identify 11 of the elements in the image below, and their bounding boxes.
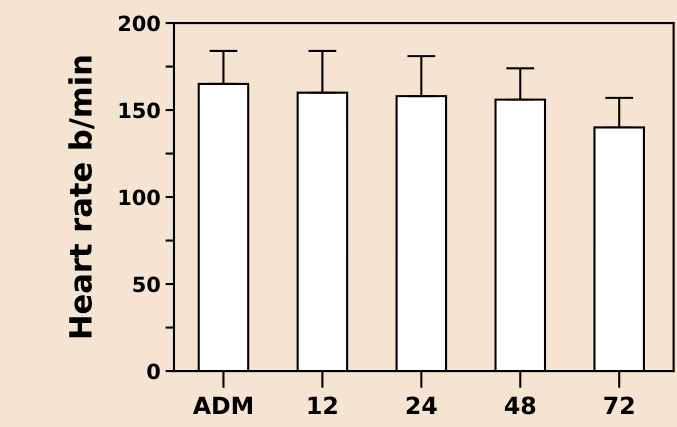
y-tick-label: 0 bbox=[147, 364, 160, 380]
y-tick-label: 150 bbox=[120, 102, 160, 118]
x-tick-label: 72 bbox=[604, 396, 634, 414]
y-axis-title: Heart rate b/min bbox=[68, 56, 94, 338]
y-tick-label: 200 bbox=[118, 16, 160, 32]
x-tick-label: ADM bbox=[192, 396, 252, 414]
y-tick-label: 50 bbox=[133, 276, 160, 292]
x-tick-label: 12 bbox=[308, 396, 337, 414]
x-tick-label: 48 bbox=[504, 396, 536, 414]
y-tick-label: 100 bbox=[120, 190, 160, 206]
x-tick-label: 24 bbox=[406, 396, 437, 414]
